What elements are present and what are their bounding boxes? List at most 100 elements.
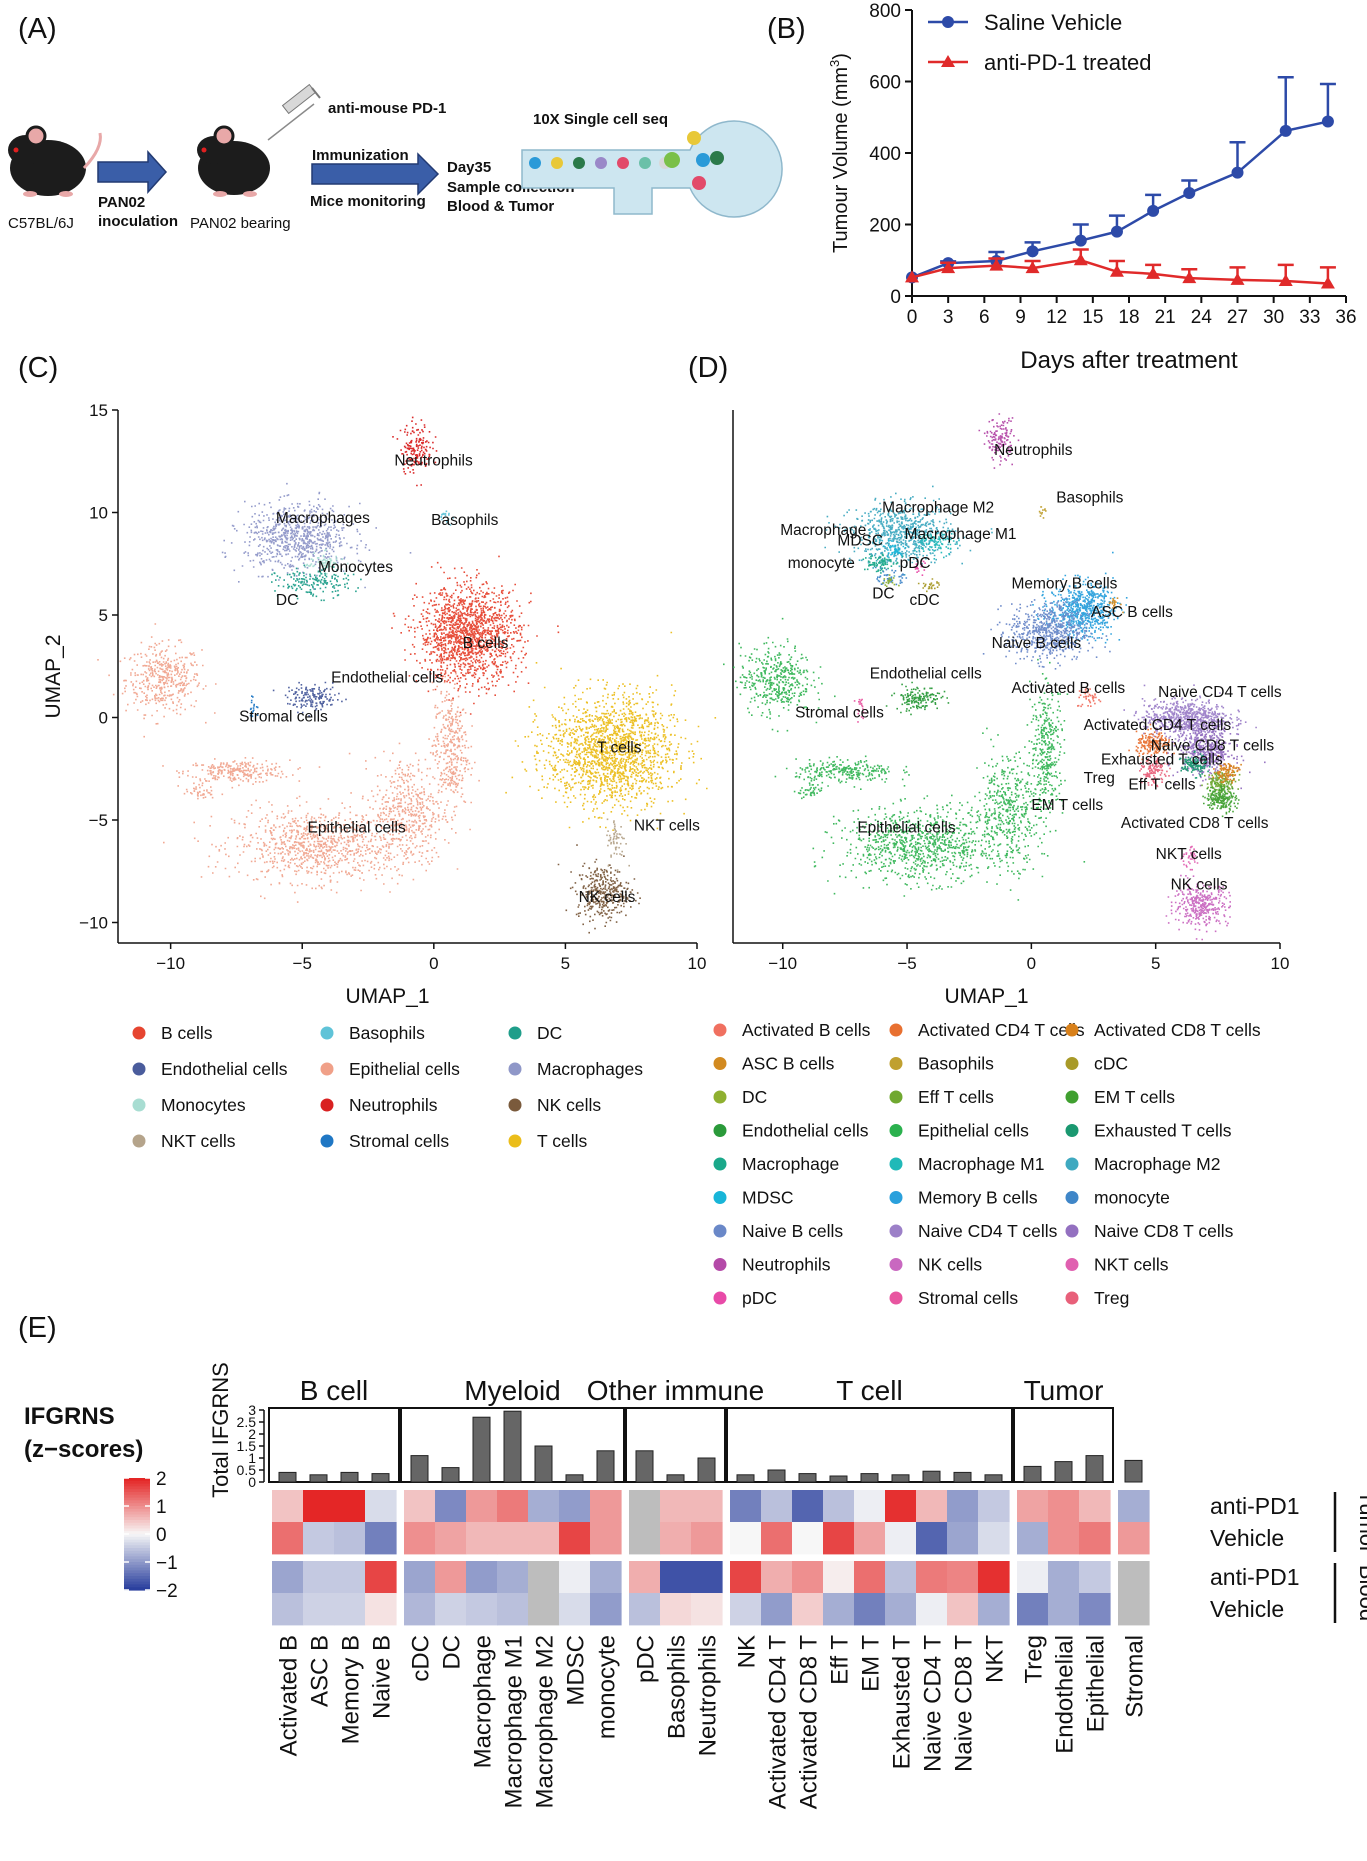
heatmap-cell <box>528 1522 560 1555</box>
group-title: Myeloid <box>464 1375 560 1406</box>
cluster-label: DC <box>872 586 894 603</box>
colorbar-step <box>124 1578 150 1583</box>
y-axis-title-sup: 3 <box>827 60 842 67</box>
data-point <box>1146 266 1161 279</box>
arrow-icon <box>311 152 440 196</box>
x-axis-title: UMAP_1 <box>944 985 1028 1008</box>
colorbar-tick-label: −1 <box>156 1553 178 1574</box>
data-point <box>1278 273 1293 286</box>
colorbar-step <box>124 1559 150 1563</box>
y-axis-title-text: Tumour Volume (mm <box>830 67 852 253</box>
x-tick-label: 5 <box>561 954 570 973</box>
legend-swatch <box>1065 1090 1079 1104</box>
colorbar-step <box>124 1503 150 1507</box>
legend-swatch <box>713 1124 727 1137</box>
colorbar-step <box>124 1531 150 1535</box>
legend-swatch <box>132 1098 146 1112</box>
ifgrns-heatmap: B cell Myeloid Other immune T cell Tumor00.5… <box>24 1362 1367 1809</box>
cluster-label: pDC <box>900 555 931 572</box>
heatmap-cell <box>404 1593 436 1626</box>
legend-label: Neutrophils <box>742 1255 831 1275</box>
syringe-icon <box>267 83 321 141</box>
heatmap-cell <box>559 1561 591 1594</box>
heatmap-cell <box>528 1593 560 1626</box>
row-label: anti-PD1 <box>1210 1564 1299 1590</box>
total-bar <box>829 1475 848 1483</box>
legend-swatch <box>508 1134 522 1148</box>
colorbar-step <box>124 1525 150 1529</box>
heatmap-cell <box>303 1561 335 1594</box>
heatmap-cell <box>978 1490 1010 1523</box>
bar-y-tick-label: 1.5 <box>237 1438 257 1454</box>
colorbar-step <box>124 1556 150 1560</box>
colorbar-step <box>124 1587 150 1591</box>
x-tick-label: 36 <box>1335 307 1356 328</box>
legend-label: Treg <box>1094 1288 1129 1308</box>
heatmap-cell <box>435 1561 467 1594</box>
heatmap-cell <box>528 1490 560 1523</box>
cluster-label: NK cells <box>1171 877 1228 894</box>
legend-swatch <box>508 1026 522 1040</box>
legend-label: anti-PD-1 treated <box>984 50 1152 75</box>
y-axis-title: UMAP_2 <box>42 634 65 718</box>
cluster-points <box>1108 597 1124 614</box>
cluster-points <box>917 578 940 593</box>
y-tick-label: 800 <box>869 1 901 22</box>
heatmap-cell <box>497 1490 529 1523</box>
cluster-points <box>505 631 717 831</box>
heatmap-cell <box>761 1561 793 1594</box>
legend-swatch <box>889 1224 903 1238</box>
heatmap-cell <box>404 1490 436 1523</box>
x-tick-label: 15 <box>1082 307 1103 328</box>
collection-tissue: Blood & Tumor <box>447 198 554 215</box>
heatmap-cell <box>334 1593 366 1626</box>
colorbar-step <box>124 1528 150 1532</box>
panel-a: (A) C57BL/6J PAN02 inoculation PAN02 b <box>8 13 783 232</box>
data-point <box>941 261 956 274</box>
colorbar-step <box>124 1553 150 1557</box>
mouse-icon <box>8 125 102 197</box>
arrow1-label-2: inoculation <box>98 213 178 230</box>
cluster-label: MDSC <box>837 532 883 549</box>
series-anti-pd1-treated: anti-PD-1 treated <box>905 50 1336 289</box>
total-bar <box>278 1471 297 1483</box>
colorbar-step <box>124 1539 150 1543</box>
cell-points <box>97 416 717 934</box>
x-tick-label: 0 <box>907 307 918 328</box>
heatmap-cell <box>1048 1490 1080 1523</box>
total-bar <box>340 1471 359 1483</box>
total-bar <box>596 1450 615 1483</box>
heatmap-cell <box>854 1522 886 1555</box>
data-point <box>1147 204 1160 217</box>
heatmap-cell <box>1048 1561 1080 1594</box>
heatmap-cell <box>761 1522 793 1555</box>
cluster-label: Macrophage M2 <box>882 500 994 517</box>
cluster-points <box>882 574 900 588</box>
legend-label: DC <box>537 1023 562 1043</box>
y-axis-title: Tumour Volume (mm3) <box>827 53 852 253</box>
heatmap-cell <box>691 1522 723 1555</box>
heatmap-cell <box>528 1561 560 1594</box>
column-label: Naive CD4 T <box>920 1635 947 1772</box>
heatmap-cell <box>823 1522 855 1555</box>
x-tick-label: −10 <box>768 954 797 973</box>
heatmap-cell <box>978 1522 1010 1555</box>
cluster-points <box>885 681 950 716</box>
colorbar-step <box>124 1508 150 1513</box>
cluster-label: Basophils <box>431 512 498 529</box>
data-point <box>989 258 1004 271</box>
total-bar <box>1124 1459 1143 1483</box>
heatmap-cell <box>629 1490 661 1523</box>
heatmap-cell <box>1118 1561 1150 1594</box>
cluster-points-epithelial <box>774 755 910 790</box>
legend-label: DC <box>742 1087 767 1107</box>
x-tick-label: 24 <box>1191 307 1213 328</box>
column-label: MDSC <box>563 1635 590 1706</box>
legend-swatch <box>889 1023 903 1037</box>
cluster-points-epithelial <box>348 735 459 893</box>
legend-label: Naive CD8 T cells <box>1094 1221 1234 1241</box>
legend-swatch <box>889 1124 903 1137</box>
legend-swatch <box>132 1026 146 1040</box>
heatmap-cell <box>629 1593 661 1626</box>
cluster-label: Exhausted T cells <box>1101 752 1223 769</box>
